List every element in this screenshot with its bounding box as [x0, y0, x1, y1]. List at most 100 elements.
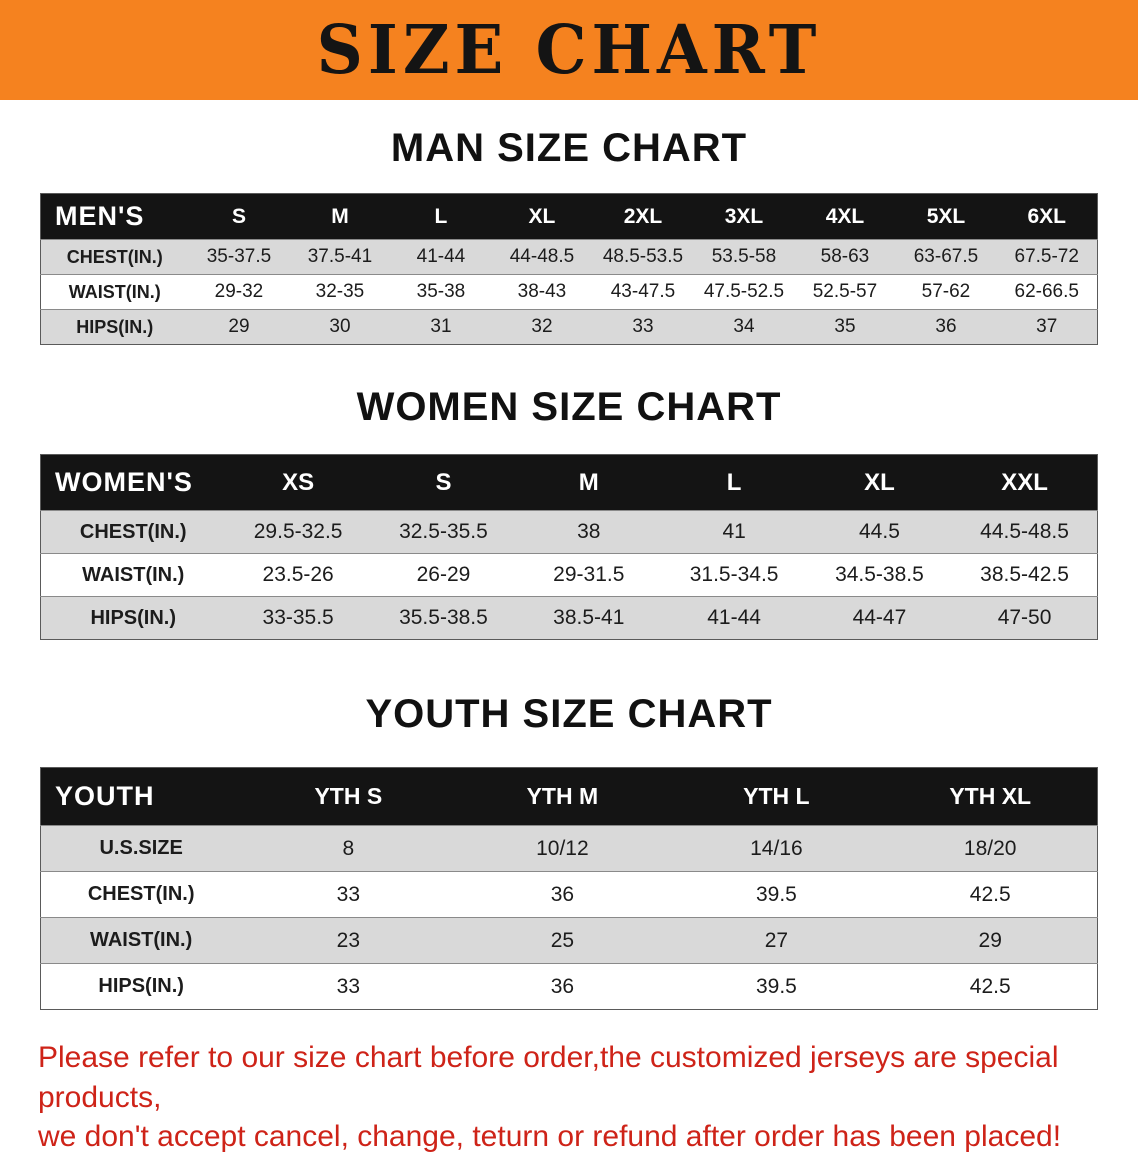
- cell: 44-47: [806, 596, 953, 640]
- cell: 52.5-57: [794, 274, 896, 310]
- column-header: YTH M: [455, 767, 670, 826]
- column-header: XL: [806, 454, 953, 511]
- cell: 35.5-38.5: [370, 596, 517, 640]
- row-label: CHEST(IN.): [40, 239, 189, 275]
- cell: 47.5-52.5: [693, 274, 795, 310]
- column-header: L: [661, 454, 807, 511]
- table-corner-label: WOMEN'S: [40, 454, 226, 511]
- cell: 34.5-38.5: [806, 553, 953, 597]
- table-header-row: YOUTH YTH S YTH M YTH L YTH XL: [40, 767, 1098, 826]
- youth-size-table: YOUTH YTH S YTH M YTH L YTH XL U.S.SIZE 8 10/12…: [40, 767, 1098, 1010]
- table-row: CHEST(IN.) 35-37.5 37.5-41 41-44 44-48.5 48.5…: [40, 239, 1098, 275]
- cell: 63-67.5: [895, 239, 997, 275]
- column-header: M: [289, 193, 391, 240]
- cell: 37.5-41: [289, 239, 391, 275]
- cell: 25: [455, 917, 670, 964]
- row-label: HIPS(IN.): [40, 963, 242, 1010]
- cell: 36: [455, 963, 670, 1010]
- cell: 23: [241, 917, 456, 964]
- man-size-heading: MAN SIZE CHART: [390, 126, 748, 170]
- cell: 33: [592, 309, 694, 345]
- youth-size-section: YOUTH SIZE CHART YOUTH YTH S YTH M YTH L YTH…: [0, 692, 1138, 1010]
- column-header: XS: [225, 454, 371, 511]
- cell: 35: [794, 309, 896, 345]
- column-header: XL: [491, 193, 593, 240]
- women-size-table: WOMEN'S XS S M L XL XXL CHEST(IN.) 29.5-32.5 32.5…: [40, 454, 1098, 640]
- column-header: YTH L: [669, 767, 884, 826]
- row-label: WAIST(IN.): [40, 917, 242, 964]
- column-header: 5XL: [895, 193, 997, 240]
- man-size-section: MAN SIZE CHART MEN'S S M L XL 2XL 3XL 4XL 5XL 6XL…: [0, 126, 1138, 345]
- row-label: WAIST(IN.): [40, 274, 189, 310]
- cell: 47-50: [952, 596, 1098, 640]
- column-header: XXL: [952, 454, 1098, 511]
- cell: 41-44: [390, 239, 492, 275]
- cell: 42.5: [883, 963, 1098, 1010]
- banner: SIZE CHART: [0, 0, 1138, 100]
- column-header: YTH S: [241, 767, 456, 826]
- cell: 36: [455, 871, 670, 918]
- cell: 31: [390, 309, 492, 345]
- row-label: HIPS(IN.): [40, 596, 226, 640]
- cell: 36: [895, 309, 997, 345]
- cell: 53.5-58: [693, 239, 795, 275]
- cell: 37: [996, 309, 1098, 345]
- cell: 32-35: [289, 274, 391, 310]
- cell: 33-35.5: [225, 596, 371, 640]
- table-header-row: MEN'S S M L XL 2XL 3XL 4XL 5XL 6XL: [40, 193, 1098, 240]
- cell: 41-44: [661, 596, 807, 640]
- table-row: HIPS(IN.) 29 30 31 32 33 34 35 36 37: [40, 309, 1098, 345]
- cell: 32: [491, 309, 593, 345]
- cell: 62-66.5: [996, 274, 1098, 310]
- cell: 29: [883, 917, 1098, 964]
- cell: 18/20: [883, 825, 1098, 872]
- men-size-table: MEN'S S M L XL 2XL 3XL 4XL 5XL 6XL CHEST(IN.) 35-37…: [40, 193, 1098, 345]
- cell: 44.5: [806, 510, 953, 554]
- column-header: M: [516, 454, 662, 511]
- cell: 29: [188, 309, 290, 345]
- page-title: SIZE CHART: [316, 10, 822, 90]
- cell: 48.5-53.5: [592, 239, 694, 275]
- cell: 57-62: [895, 274, 997, 310]
- cell: 26-29: [370, 553, 517, 597]
- table-row: HIPS(IN.) 33 36 39.5 42.5: [40, 963, 1098, 1010]
- cell: 41: [661, 510, 807, 554]
- cell: 35-37.5: [188, 239, 290, 275]
- column-header: YTH XL: [883, 767, 1098, 826]
- cell: 27: [669, 917, 884, 964]
- cell: 38: [516, 510, 662, 554]
- cell: 44-48.5: [491, 239, 593, 275]
- footer-note: Please refer to our size chart before or…: [38, 1038, 1100, 1157]
- cell: 29-32: [188, 274, 290, 310]
- table-row: WAIST(IN.) 29-32 32-35 35-38 38-43 43-47.5 47.…: [40, 274, 1098, 310]
- column-header: 2XL: [592, 193, 694, 240]
- cell: 29-31.5: [516, 553, 662, 597]
- cell: 29.5-32.5: [225, 510, 371, 554]
- cell: 31.5-34.5: [661, 553, 807, 597]
- cell: 38.5-42.5: [952, 553, 1098, 597]
- row-label: WAIST(IN.): [40, 553, 226, 597]
- column-header: L: [390, 193, 492, 240]
- column-header: S: [370, 454, 517, 511]
- women-size-heading: WOMEN SIZE CHART: [356, 385, 782, 429]
- cell: 38-43: [491, 274, 593, 310]
- cell: 39.5: [669, 871, 884, 918]
- table-row: CHEST(IN.) 33 36 39.5 42.5: [40, 871, 1098, 918]
- column-header: 4XL: [794, 193, 896, 240]
- cell: 38.5-41: [516, 596, 662, 640]
- cell: 35-38: [390, 274, 492, 310]
- cell: 33: [241, 963, 456, 1010]
- cell: 39.5: [669, 963, 884, 1010]
- table-row: U.S.SIZE 8 10/12 14/16 18/20: [40, 825, 1098, 872]
- column-header: 3XL: [693, 193, 795, 240]
- table-row: WAIST(IN.) 23.5-26 26-29 29-31.5 31.5-34.5 34…: [40, 553, 1098, 597]
- column-header: S: [188, 193, 290, 240]
- cell: 44.5-48.5: [952, 510, 1098, 554]
- footer-line-1: Please refer to our size chart before or…: [38, 1041, 1059, 1114]
- cell: 10/12: [455, 825, 670, 872]
- table-row: HIPS(IN.) 33-35.5 35.5-38.5 38.5-41 41-44 44-…: [40, 596, 1098, 640]
- cell: 34: [693, 309, 795, 345]
- cell: 30: [289, 309, 391, 345]
- cell: 32.5-35.5: [370, 510, 517, 554]
- column-header: 6XL: [996, 193, 1098, 240]
